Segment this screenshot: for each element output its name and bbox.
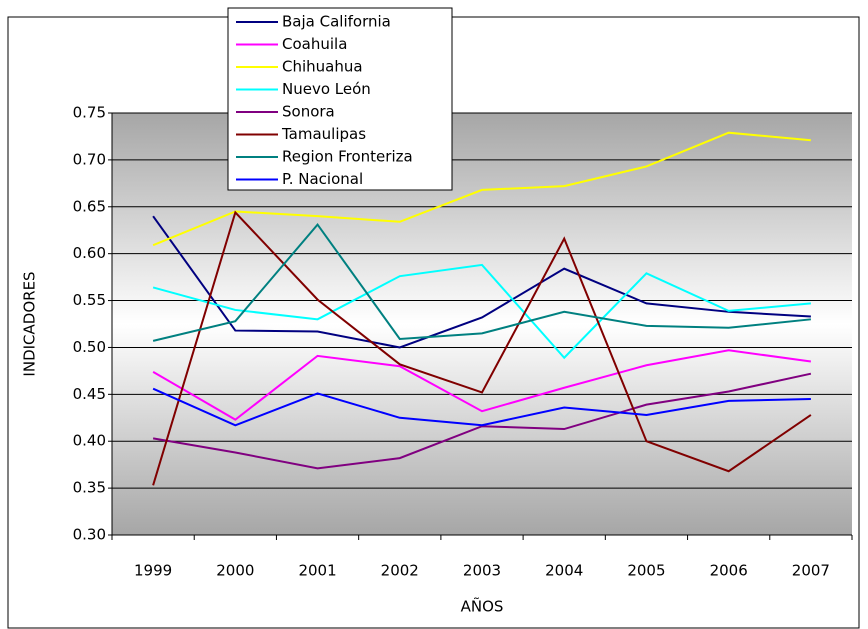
y-tick-label: 0.70: [73, 150, 106, 168]
series-line: [152, 263, 811, 360]
x-tick-label: 2006: [710, 562, 748, 580]
x-tick-label: 2007: [792, 562, 830, 580]
legend-label: Baja California: [282, 13, 391, 31]
y-tick-label: 0.60: [73, 244, 106, 262]
y-tick-label: 0.55: [73, 291, 106, 309]
y-tick-label: 0.75: [73, 104, 106, 122]
x-tick-label: 1999: [134, 562, 172, 580]
legend-label: Chihuahua: [282, 58, 363, 76]
series-line: [152, 131, 811, 247]
y-tick-label: 0.40: [73, 432, 106, 450]
x-tick-label: 2002: [381, 562, 419, 580]
x-tick-label: 2004: [545, 562, 583, 580]
x-tick-label: 2000: [216, 562, 254, 580]
legend-label: Tamaulipas: [281, 125, 366, 143]
x-axis-label: AÑOS: [461, 597, 504, 616]
y-tick-label: 0.35: [73, 479, 106, 497]
legend-label: P. Nacional: [282, 170, 363, 188]
legend-label: Coahuila: [282, 35, 347, 53]
y-tick-label: 0.65: [73, 197, 106, 215]
x-tick-label: 2003: [463, 562, 501, 580]
y-tick-label: 0.30: [73, 526, 106, 544]
y-axis-label: INDICADORES: [21, 271, 39, 376]
y-tick-label: 0.45: [73, 385, 106, 403]
legend-label: Region Fronteriza: [282, 148, 413, 166]
y-tick-label: 0.50: [73, 338, 106, 356]
legend-label: Sonora: [282, 103, 335, 121]
legend-label: Nuevo León: [282, 80, 371, 98]
legend-box: [227, 7, 453, 191]
series-line: [152, 215, 811, 349]
series-line: [152, 349, 812, 421]
x-tick-label: 2005: [627, 562, 665, 580]
series-line: [152, 210, 812, 486]
x-tick-label: 2001: [298, 562, 336, 580]
series-line: [152, 387, 811, 427]
series-line: [152, 222, 811, 342]
